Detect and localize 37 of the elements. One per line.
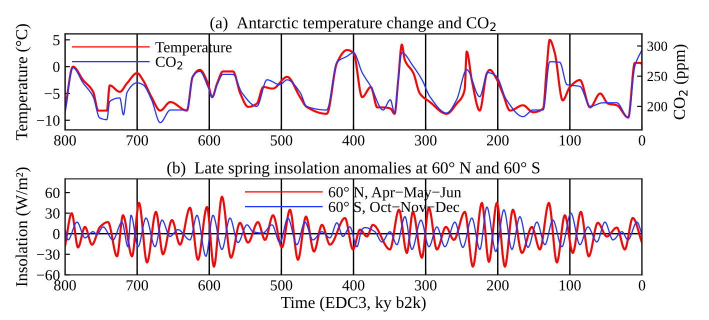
chart-title: (b) Late spring insolation anomalies at 60° N and 60° S xyxy=(167,162,540,177)
x-tick-label: 600 xyxy=(198,280,220,290)
x-tick-label: 400 xyxy=(342,135,364,146)
legend-label: CO$_{2}$ xyxy=(156,56,182,70)
y-tick-label: 5 xyxy=(53,35,60,46)
x-tick-label: 0 xyxy=(638,280,646,290)
y-tick-label: −5 xyxy=(44,88,60,99)
x-tick-label: 100 xyxy=(560,280,581,290)
x-tick-label: 400 xyxy=(342,280,364,290)
y2-axis-title: CO$_{2}$ (ppm) xyxy=(673,44,688,120)
x-tick-label: 700 xyxy=(126,280,148,290)
x-tick-label: 200 xyxy=(486,135,509,146)
x-tick-label: 100 xyxy=(560,135,581,146)
y2-tick-label: 300 xyxy=(648,42,668,51)
x-tick-label: 800 xyxy=(54,280,76,290)
x-axis-title: Time (EDC3, ky b2k) xyxy=(280,296,426,312)
y-tick-label: −60 xyxy=(37,270,60,280)
y-tick-label: −30 xyxy=(37,249,60,260)
x-tick-label: 200 xyxy=(486,280,509,290)
y2-tick-label: 250 xyxy=(647,72,668,82)
y-tick-label: 60 xyxy=(46,188,60,198)
y2-tick-label: 200 xyxy=(647,102,668,112)
y-tick-label: 0 xyxy=(53,62,60,72)
y-axis-title: Insolation (W/m²) xyxy=(16,167,31,286)
x-tick-label: 800 xyxy=(54,135,76,146)
x-tick-label: 500 xyxy=(270,280,292,290)
chart-title: (a) Antarctic temperature change and CO$_{2}$ xyxy=(210,16,496,32)
x-tick-label: 0 xyxy=(638,135,646,146)
x-tick-label: 300 xyxy=(414,135,437,146)
x-tick-label: 500 xyxy=(270,135,292,146)
y-axis-title: Temperature (°C) xyxy=(16,24,31,140)
x-tick-label: 300 xyxy=(414,280,437,290)
y-tick-label: 0 xyxy=(53,228,60,240)
x-tick-label: 600 xyxy=(198,135,220,146)
y-tick-label: −10 xyxy=(37,115,60,126)
y-tick-label: 30 xyxy=(46,208,60,219)
x-tick-label: 700 xyxy=(126,135,148,146)
